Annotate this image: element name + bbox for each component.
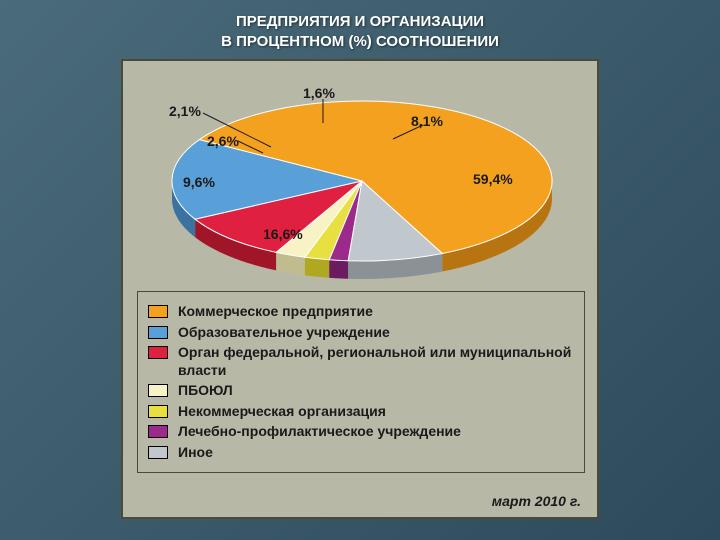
pie-label-medical: 1,6% xyxy=(303,85,335,101)
pie-label-government: 9,6% xyxy=(183,174,215,190)
pie-slice-side xyxy=(329,260,348,279)
legend-item-education: Образовательное учреждение xyxy=(148,324,574,342)
date-note: март 2010 г. xyxy=(492,493,581,509)
title-line-1: ПРЕДПРИЯТИЯ И ОРГАНИЗАЦИИ xyxy=(221,12,499,32)
legend: Коммерческое предприятие Образовательное … xyxy=(137,291,585,473)
pie-label-pboul: 2,6% xyxy=(207,133,239,149)
title-line-2: В ПРОЦЕНТНОМ (%) СООТНОШЕНИИ xyxy=(221,32,499,52)
legend-swatch xyxy=(148,425,168,438)
pie-label-commercial: 59,4% xyxy=(473,171,513,187)
legend-item-nonprofit: Некоммерческая организация xyxy=(148,403,574,421)
legend-swatch xyxy=(148,405,168,418)
pie-slice-side xyxy=(305,257,329,277)
chart-container: 59,4% 16,6% 9,6% 2,6% 2,1% 1,6% 8,1% Коммерчес… xyxy=(121,59,599,519)
legend-item-other: Иное xyxy=(148,444,574,462)
legend-label: Орган федеральной, региональной или муни… xyxy=(178,344,574,379)
legend-item-pboul: ПБОЮЛ xyxy=(148,382,574,400)
legend-label: Лечебно-профилактическое учреждение xyxy=(178,423,461,441)
legend-swatch xyxy=(148,384,168,397)
legend-swatch xyxy=(148,446,168,459)
legend-label: Коммерческое предприятие xyxy=(178,303,373,321)
legend-swatch xyxy=(148,346,168,359)
pie-label-education: 16,6% xyxy=(263,226,303,242)
pie-label-other: 8,1% xyxy=(411,113,443,129)
legend-label: Образовательное учреждение xyxy=(178,324,390,342)
legend-label: Некоммерческая организация xyxy=(178,403,386,421)
pie-chart xyxy=(123,61,601,281)
legend-label: ПБОЮЛ xyxy=(178,382,233,400)
chart-title: ПРЕДПРИЯТИЯ И ОРГАНИЗАЦИИ В ПРОЦЕНТНОМ (… xyxy=(221,12,499,51)
pie-label-nonprofit: 2,1% xyxy=(169,103,201,119)
legend-swatch xyxy=(148,305,168,318)
legend-item-medical: Лечебно-профилактическое учреждение xyxy=(148,423,574,441)
legend-swatch xyxy=(148,326,168,339)
legend-label: Иное xyxy=(178,444,213,462)
legend-item-government: Орган федеральной, региональной или муни… xyxy=(148,344,574,379)
legend-item-commercial: Коммерческое предприятие xyxy=(148,303,574,321)
